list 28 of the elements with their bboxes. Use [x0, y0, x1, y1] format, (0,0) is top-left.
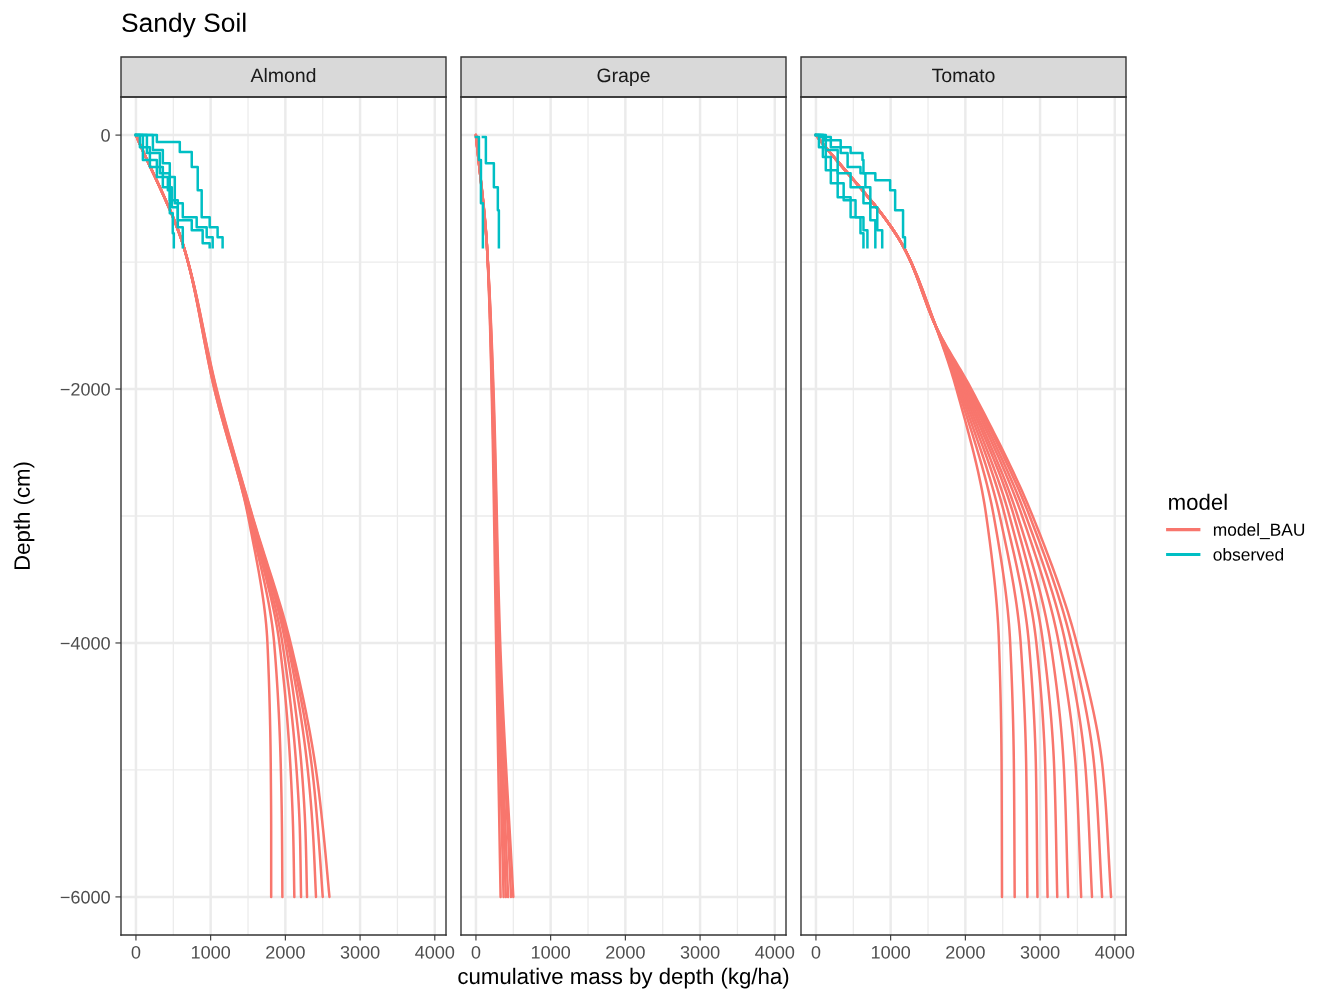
x-tick-label: 1000: [191, 945, 231, 959]
chart-title: Tomato: [932, 68, 995, 83]
x-tick-label: 2000: [946, 945, 985, 959]
legend-label: model_BAU: [1213, 523, 1305, 540]
y-tick-label: −4000: [60, 636, 110, 650]
y-tick-label: −6000: [60, 890, 110, 904]
x-tick-label: 4000: [1095, 945, 1135, 959]
legend-title: model: [1169, 493, 1227, 511]
chart-title: Grape: [597, 68, 650, 87]
x-tick-label: 0: [131, 945, 141, 959]
y-tick-label: 0: [101, 129, 110, 142]
x-tick-label: 3000: [340, 945, 380, 959]
x-tick-label: 1000: [871, 945, 911, 959]
y-axis-title: Depth (cm): [13, 462, 35, 570]
y-tick-label: −2000: [60, 382, 110, 396]
x-tick-label: 2000: [606, 945, 645, 959]
legend-label: observed: [1213, 547, 1284, 561]
x-tick-label: 3000: [1020, 945, 1060, 959]
x-tick-label: 1000: [531, 945, 571, 959]
x-tick-label: 0: [471, 945, 481, 959]
x-tick-label: 0: [811, 945, 821, 959]
x-tick-label: 3000: [680, 945, 720, 959]
chart-title: Almond: [250, 67, 316, 83]
x-axis-title: cumulative mass by depth (kg/ha): [458, 967, 789, 989]
x-tick-label: 2000: [266, 945, 305, 959]
text: Sandy Soil: [122, 12, 246, 38]
x-tick-label: 4000: [755, 945, 795, 959]
x-tick-label: 4000: [415, 945, 455, 959]
